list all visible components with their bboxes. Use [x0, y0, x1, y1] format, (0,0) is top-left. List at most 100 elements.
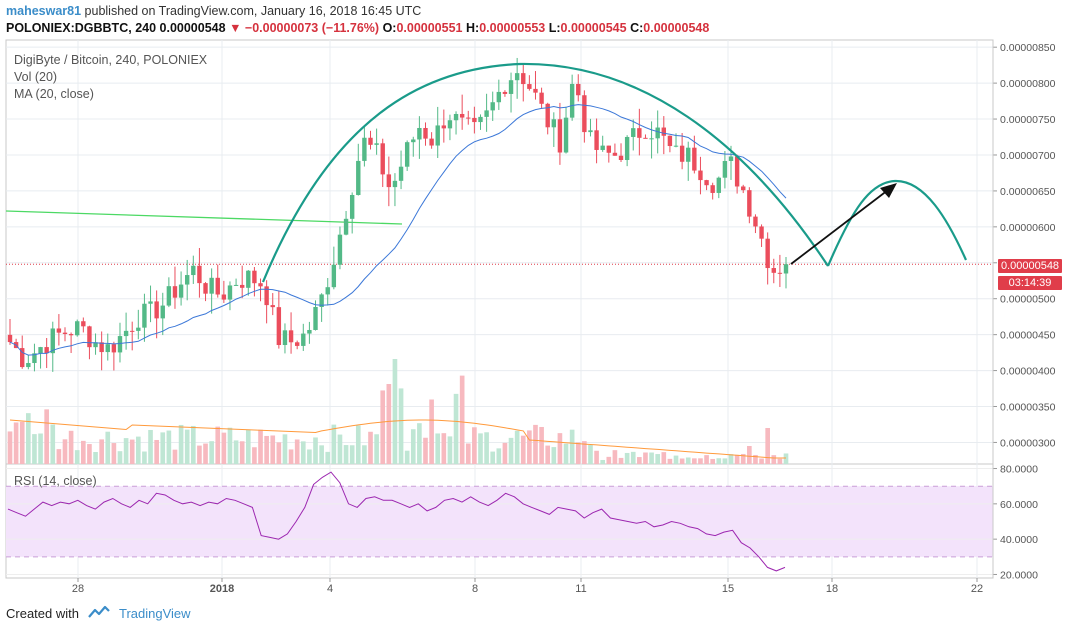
volume-bar-up [728, 454, 734, 464]
tradingview-link[interactable]: TradingView [118, 606, 191, 621]
volume-bar-down [380, 390, 386, 464]
rsi-tick-label: 20.0000 [1000, 569, 1038, 581]
candle-down [81, 321, 86, 327]
candle-down [423, 127, 428, 139]
volume-bar-up [673, 455, 679, 464]
volume-bar-down [704, 455, 709, 464]
volume-bar-up [514, 430, 520, 464]
symbol-quote-bar: POLONIEX:DGBBTC, 240 0.00000548 ▼ −0.000… [6, 21, 710, 35]
volume-bar-up [245, 429, 251, 464]
volume-bar-up [649, 452, 654, 464]
candle-up [166, 286, 172, 306]
candle-up [600, 145, 605, 150]
volume-bar-down [594, 450, 599, 464]
publish-text: published on TradingView.com, January 16… [84, 4, 422, 18]
candle-down [771, 268, 776, 273]
volume-bar-up [343, 445, 349, 464]
volume-bar-down [203, 443, 208, 464]
volume-bar-down [557, 433, 563, 464]
candle-up [32, 353, 37, 364]
candle-up [319, 294, 324, 307]
candle-up [136, 327, 141, 331]
volume-bar-up [93, 451, 98, 464]
candle-down [582, 95, 587, 133]
candle-up [631, 128, 636, 137]
created-with-text: Created with [6, 606, 79, 621]
candle-down [637, 128, 642, 138]
candle-down [753, 216, 758, 227]
close-label: C: [630, 21, 644, 35]
candle-down [380, 143, 385, 175]
author-link[interactable]: maheswar81 [6, 4, 82, 18]
volume-bar-down [368, 431, 373, 464]
volume-bar-down [661, 452, 667, 464]
candle-up [117, 336, 123, 353]
candle-up [624, 136, 630, 160]
volume-bar-down [637, 457, 642, 464]
rsi-legend: RSI (14, close) [14, 474, 97, 488]
volume-bar-up [453, 393, 459, 464]
candle-down [441, 125, 447, 129]
symbol-label: POLONIEX:DGBBTC [6, 21, 129, 35]
volume-bar-down [386, 384, 392, 464]
volume-bar-down [111, 443, 117, 464]
interval-label: 240 [135, 21, 157, 35]
projection-arrow-line [790, 189, 889, 265]
candle-up [686, 147, 691, 162]
arrow-head-icon [880, 183, 897, 198]
volume-bar-down [288, 449, 294, 464]
volume-bar-down [606, 456, 612, 464]
volume-bar-down [459, 375, 465, 464]
volume-bar-up [74, 450, 80, 464]
down-triangle-icon: ▼ [229, 21, 242, 35]
volume-bar-up [105, 431, 111, 464]
candle-down [7, 334, 13, 343]
volume-bar-down [19, 421, 25, 464]
candle-down [741, 186, 746, 191]
volume-bar-down [472, 427, 477, 464]
candle-up [337, 234, 343, 265]
candle-down [704, 180, 709, 186]
tradingview-logo-icon[interactable] [87, 605, 111, 622]
price-change: −0.00000073 (−11.76%) [244, 21, 380, 35]
volume-bar-down [618, 457, 624, 464]
volume-bar-up [209, 441, 214, 464]
open-label: O: [382, 21, 397, 35]
candle-down [294, 342, 300, 346]
candle-down [667, 135, 673, 147]
volume-bar-down [667, 458, 673, 464]
volume-bar-up [783, 453, 789, 464]
candle-up [673, 145, 679, 147]
volume-bar-down [759, 458, 764, 464]
candle-down [533, 88, 538, 93]
candle-up [282, 330, 288, 346]
low-label: L: [548, 21, 561, 35]
volume-bar-up [325, 451, 331, 464]
candle-up [331, 264, 337, 288]
candle-down [594, 130, 599, 150]
candle-down [258, 283, 263, 287]
candle-up [490, 102, 495, 111]
volume-bar-up [307, 449, 312, 464]
candle-down [612, 152, 618, 156]
candle-down [777, 272, 783, 274]
candle-down [44, 347, 49, 354]
candle-up [404, 142, 410, 167]
volume-bar-down [533, 424, 538, 464]
candle-down [429, 138, 434, 146]
candle-down [734, 156, 740, 187]
volume-bar-up [38, 433, 43, 464]
x-tick-label: 15 [722, 583, 734, 595]
volume-bar-down [197, 445, 202, 464]
y-tick-label: 0.00000750 [1000, 114, 1056, 126]
candle-up [551, 119, 557, 128]
projected-arc [826, 179, 968, 267]
last-price: 0.00000548 [159, 21, 226, 35]
volume-bar-down [643, 452, 648, 464]
volume-bar-down [771, 455, 777, 464]
candle-up [783, 264, 789, 274]
candle-down [111, 344, 117, 353]
volume-bar-down [129, 439, 135, 464]
ma-line [9, 104, 787, 356]
